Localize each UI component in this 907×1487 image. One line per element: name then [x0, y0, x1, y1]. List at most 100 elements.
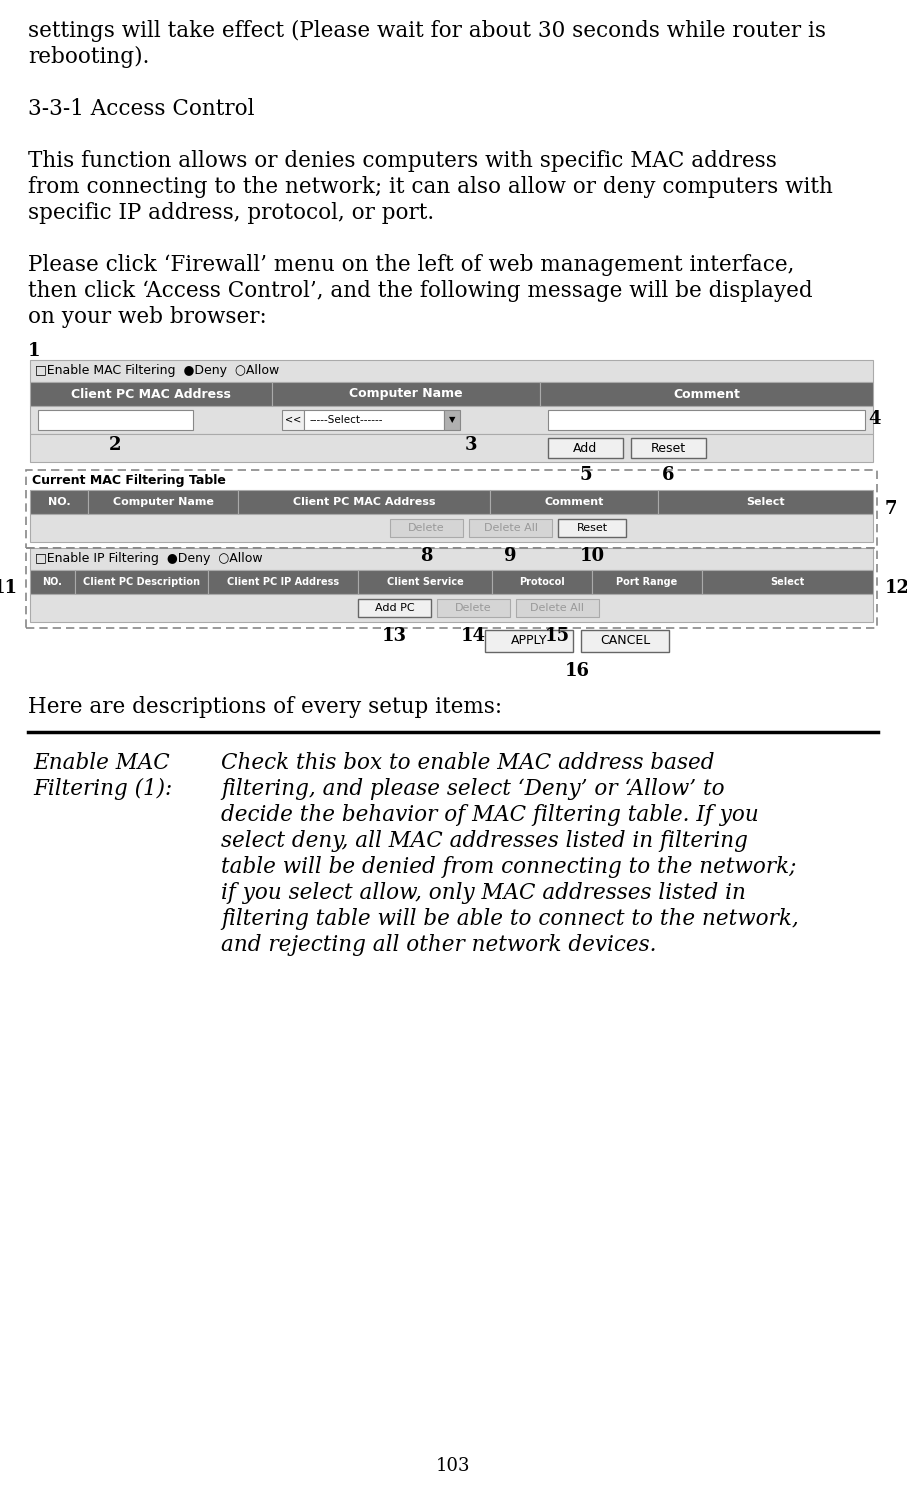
- Text: 4: 4: [868, 410, 881, 428]
- Bar: [30, 406, 873, 434]
- Text: <<: <<: [285, 415, 301, 425]
- Bar: [88, 491, 238, 515]
- Text: decide the behavior of MAC filtering table. If you: decide the behavior of MAC filtering tab…: [221, 804, 759, 825]
- Text: Delete All: Delete All: [483, 523, 538, 532]
- Bar: [592, 570, 702, 593]
- Bar: [30, 491, 88, 515]
- Bar: [30, 515, 873, 541]
- Bar: [282, 410, 304, 430]
- Bar: [30, 570, 75, 593]
- Text: Port Range: Port Range: [617, 577, 678, 587]
- Bar: [30, 360, 873, 382]
- Text: 14: 14: [461, 628, 486, 645]
- Text: filtering, and please select ‘Deny’ or ‘Allow’ to: filtering, and please select ‘Deny’ or ‘…: [221, 778, 725, 800]
- Text: settings will take effect (Please wait for about 30 seconds while router is: settings will take effect (Please wait f…: [28, 19, 826, 42]
- Text: then click ‘Access Control’, and the following message will be displayed: then click ‘Access Control’, and the fol…: [28, 280, 813, 302]
- Bar: [26, 549, 877, 628]
- Bar: [558, 519, 626, 537]
- Text: 7: 7: [885, 500, 898, 517]
- Bar: [358, 599, 431, 617]
- Text: Comment: Comment: [544, 497, 604, 507]
- Bar: [516, 599, 599, 617]
- Bar: [390, 519, 463, 537]
- Text: Client Service: Client Service: [386, 577, 463, 587]
- Text: specific IP address, protocol, or port.: specific IP address, protocol, or port.: [28, 202, 434, 225]
- Text: Delete: Delete: [408, 523, 444, 532]
- Bar: [304, 410, 444, 430]
- Bar: [26, 470, 877, 549]
- Text: Computer Name: Computer Name: [112, 497, 213, 507]
- Text: rebooting).: rebooting).: [28, 46, 150, 68]
- Text: Check this box to enable MAC address based: Check this box to enable MAC address bas…: [221, 752, 715, 775]
- Bar: [208, 570, 358, 593]
- Bar: [658, 491, 873, 515]
- Bar: [540, 382, 873, 406]
- Text: Comment: Comment: [673, 388, 740, 400]
- Text: if you select allow, only MAC addresses listed in: if you select allow, only MAC addresses …: [221, 882, 746, 904]
- Text: 16: 16: [564, 662, 590, 680]
- Text: from connecting to the network; it can also allow or deny computers with: from connecting to the network; it can a…: [28, 175, 833, 198]
- Text: 103: 103: [436, 1457, 471, 1475]
- Bar: [272, 382, 540, 406]
- Text: Filtering (1):: Filtering (1):: [33, 778, 172, 800]
- Text: and rejecting all other network devices.: and rejecting all other network devices.: [221, 934, 657, 956]
- Bar: [631, 439, 706, 458]
- Text: Reset: Reset: [577, 523, 608, 532]
- Bar: [469, 519, 552, 537]
- Text: □Enable MAC Filtering  ●Deny  ○Allow: □Enable MAC Filtering ●Deny ○Allow: [35, 364, 279, 378]
- Text: 10: 10: [580, 547, 605, 565]
- Text: 1: 1: [28, 342, 41, 360]
- Text: Client PC IP Address: Client PC IP Address: [227, 577, 339, 587]
- Text: 13: 13: [382, 628, 407, 645]
- Text: table will be denied from connecting to the network;: table will be denied from connecting to …: [221, 857, 796, 877]
- Text: NO.: NO.: [48, 497, 71, 507]
- Text: Delete: Delete: [455, 604, 492, 613]
- Bar: [548, 439, 623, 458]
- Text: 6: 6: [662, 465, 675, 483]
- Text: Enable MAC: Enable MAC: [33, 752, 170, 775]
- Text: 9: 9: [504, 547, 517, 565]
- Bar: [548, 410, 865, 430]
- Bar: [30, 434, 873, 462]
- Text: This function allows or denies computers with specific MAC address: This function allows or denies computers…: [28, 150, 777, 172]
- Text: Add PC: Add PC: [375, 604, 414, 613]
- Text: 2: 2: [109, 436, 122, 454]
- Bar: [30, 382, 272, 406]
- Text: Computer Name: Computer Name: [349, 388, 463, 400]
- Text: CANCEL: CANCEL: [600, 635, 650, 647]
- Text: select deny, all MAC addresses listed in filtering: select deny, all MAC addresses listed in…: [221, 830, 748, 852]
- Text: on your web browser:: on your web browser:: [28, 306, 267, 329]
- Bar: [444, 410, 460, 430]
- Text: 8: 8: [420, 547, 433, 565]
- Text: Reset: Reset: [651, 442, 686, 455]
- Text: 3-3-1 Access Control: 3-3-1 Access Control: [28, 98, 255, 120]
- Text: -----Select------: -----Select------: [309, 415, 383, 425]
- Text: 11: 11: [0, 578, 18, 596]
- Bar: [492, 570, 592, 593]
- Text: 5: 5: [580, 465, 591, 483]
- Bar: [581, 630, 669, 651]
- Bar: [30, 549, 873, 570]
- Text: Please click ‘Firewall’ menu on the left of web management interface,: Please click ‘Firewall’ menu on the left…: [28, 254, 795, 277]
- Bar: [75, 570, 208, 593]
- Text: Select: Select: [746, 497, 785, 507]
- Text: Add: Add: [573, 442, 598, 455]
- Text: APPLY: APPLY: [511, 635, 547, 647]
- Text: □Enable IP Filtering  ●Deny  ○Allow: □Enable IP Filtering ●Deny ○Allow: [35, 552, 263, 565]
- Text: NO.: NO.: [43, 577, 63, 587]
- Text: Client PC MAC Address: Client PC MAC Address: [71, 388, 231, 400]
- Text: 15: 15: [545, 628, 571, 645]
- Bar: [490, 491, 658, 515]
- Text: Here are descriptions of every setup items:: Here are descriptions of every setup ite…: [28, 696, 502, 718]
- Text: 3: 3: [465, 436, 477, 454]
- Text: filtering table will be able to connect to the network,: filtering table will be able to connect …: [221, 909, 799, 929]
- Bar: [38, 410, 193, 430]
- Text: Client PC Description: Client PC Description: [83, 577, 200, 587]
- Text: Protocol: Protocol: [519, 577, 565, 587]
- Text: Client PC MAC Address: Client PC MAC Address: [293, 497, 435, 507]
- Text: 12: 12: [885, 578, 907, 596]
- Text: Delete All: Delete All: [531, 604, 584, 613]
- Bar: [702, 570, 873, 593]
- Text: ▼: ▼: [449, 415, 455, 424]
- Bar: [437, 599, 510, 617]
